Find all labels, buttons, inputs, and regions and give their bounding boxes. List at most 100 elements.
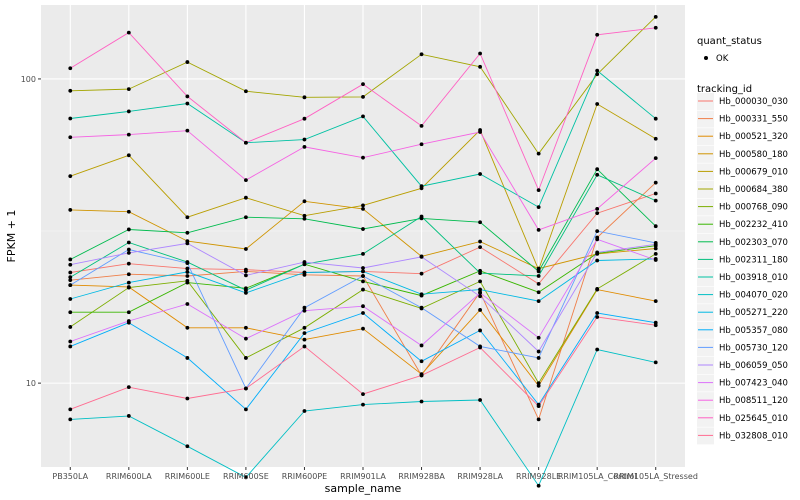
data-point — [478, 328, 482, 333]
data-point — [68, 417, 73, 422]
data-point — [126, 310, 131, 315]
data-point — [185, 444, 190, 449]
data-point — [126, 250, 131, 255]
legend-label: Hb_003918_010 — [719, 273, 788, 283]
data-point — [126, 87, 131, 91]
data-point — [361, 227, 365, 231]
data-point — [185, 60, 190, 64]
data-point — [595, 258, 600, 263]
data-point — [126, 272, 131, 277]
data-point — [126, 280, 131, 285]
data-point — [653, 14, 658, 19]
y-tick-label: 10 — [26, 379, 36, 388]
data-point — [595, 206, 600, 211]
legend-tracking-id-title: tracking_id — [697, 84, 752, 95]
data-point — [185, 280, 190, 285]
data-point — [536, 335, 541, 340]
data-point — [185, 325, 190, 330]
data-point — [536, 188, 541, 193]
data-point — [244, 356, 248, 360]
data-point — [302, 213, 307, 218]
x-axis-title: sample_name — [325, 482, 402, 495]
data-point — [536, 274, 541, 278]
data-point — [68, 135, 73, 140]
data-point — [536, 205, 541, 210]
x-tick-label: RRIM105LA_Stressed — [614, 472, 698, 481]
data-point — [361, 266, 365, 270]
data-point — [302, 325, 307, 330]
x-axis-ticks: PB350LA RRIM600LA RRIM600LE RRIM600SE RRIM60… — [52, 467, 698, 481]
data-point — [419, 359, 424, 364]
legend-label: Hb_006059_050 — [719, 361, 788, 371]
data-point — [536, 281, 541, 286]
data-point — [68, 339, 73, 344]
y-axis-ticks: 10 100 — [21, 75, 41, 388]
data-point — [478, 220, 482, 225]
data-point — [302, 344, 307, 349]
y-tick-label: 100 — [21, 75, 36, 84]
data-point — [419, 52, 424, 57]
data-point — [244, 407, 248, 412]
data-point — [68, 344, 73, 349]
y-axis-title: FPKM + 1 — [5, 210, 18, 263]
data-point — [361, 392, 365, 397]
legend-label: Hb_002311_180 — [719, 255, 788, 265]
data-point — [653, 136, 658, 141]
data-point — [302, 337, 307, 342]
data-point — [68, 66, 73, 71]
data-point — [126, 209, 131, 214]
data-point — [361, 279, 365, 284]
data-point — [361, 274, 365, 278]
data-point — [68, 174, 73, 179]
data-point — [68, 208, 73, 212]
data-point — [244, 247, 248, 251]
data-point — [419, 184, 424, 189]
data-point — [185, 396, 190, 401]
data-point — [185, 94, 190, 99]
data-point — [68, 275, 73, 280]
legend-label: Hb_002303_070 — [719, 238, 788, 248]
data-point — [244, 325, 248, 330]
data-point — [68, 283, 73, 288]
data-point — [68, 310, 73, 315]
data-point — [478, 130, 482, 134]
x-tick-label: RRIM600LE — [165, 472, 210, 481]
data-point — [653, 323, 658, 328]
data-point — [126, 240, 131, 245]
data-point — [419, 399, 424, 404]
data-point — [361, 311, 365, 315]
legend-label: Hb_005271_220 — [719, 308, 788, 318]
data-point — [244, 178, 248, 182]
data-point — [302, 270, 307, 275]
data-point — [653, 246, 658, 251]
data-point — [126, 414, 131, 418]
legend-label: Hb_000679_010 — [719, 167, 788, 177]
data-point — [653, 360, 658, 365]
data-point — [536, 269, 541, 274]
x-tick-label: RRIM600PE — [282, 472, 328, 481]
data-point — [126, 319, 131, 323]
data-point — [419, 123, 424, 128]
data-point — [302, 199, 307, 204]
data-point — [361, 326, 365, 331]
legend-ok-point — [704, 56, 708, 60]
data-point — [478, 239, 482, 244]
legend-label: Hb_032808_010 — [719, 431, 788, 441]
data-point — [185, 302, 190, 306]
data-point — [244, 140, 248, 145]
data-point — [185, 101, 190, 106]
data-point — [653, 191, 658, 196]
legend-label: Hb_004070_020 — [719, 291, 788, 301]
legend-quant-status-title: quant_status — [697, 36, 762, 47]
legend-ok-label: OK — [716, 54, 729, 64]
data-point — [361, 251, 365, 256]
legend-label: Hb_005357_080 — [719, 326, 788, 336]
legend-label: Hb_000768_090 — [719, 203, 788, 213]
data-point — [419, 373, 424, 378]
data-point — [478, 279, 482, 284]
data-point — [536, 151, 541, 156]
data-point — [361, 203, 365, 208]
data-point — [653, 258, 658, 262]
data-point — [653, 224, 658, 229]
